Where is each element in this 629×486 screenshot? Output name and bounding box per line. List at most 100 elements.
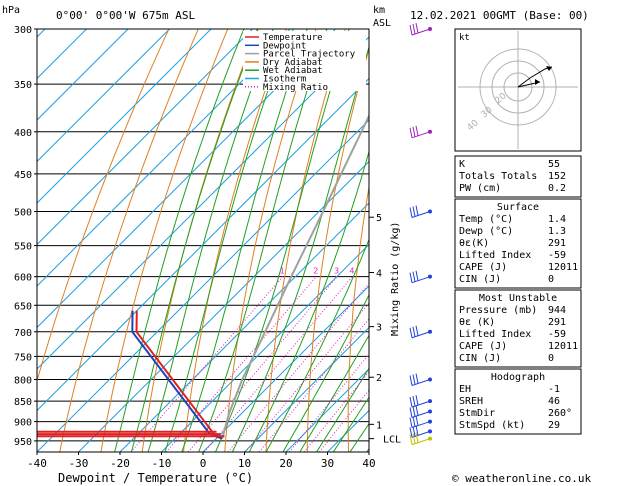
surface-table-frame	[454, 198, 582, 289]
wet-adiabat-line	[332, 396, 369, 452]
datetime: 12.02.2021 00GMT (Base: 00)	[410, 9, 589, 22]
wind-barb-flag	[409, 397, 413, 408]
storm-motion-arrow-head	[535, 79, 540, 85]
wet-adiabat-line	[198, 29, 328, 452]
wind-barb-flag	[415, 405, 419, 416]
hodograph-table-label: SREH	[459, 396, 483, 407]
wet-adiabat-line	[231, 45, 369, 452]
most-unstable-table-label: Lifted Index	[459, 329, 531, 340]
mixing-ratio-label: 1	[280, 267, 285, 276]
mixing-ratio-label: 2	[313, 267, 318, 276]
most-unstable-table-label: CAPE (J)	[459, 341, 507, 352]
wind-barb-flag	[412, 126, 416, 137]
mixing-ratio-label: 4	[349, 267, 354, 276]
isotherm-line	[37, 29, 253, 246]
wind-barb-flag	[412, 374, 416, 385]
wind-barb-flag	[412, 23, 416, 35]
x-tick-label: 10	[238, 457, 251, 470]
mixing-ratio-line	[318, 389, 369, 452]
indices-table-frame	[454, 155, 582, 198]
km-tick-label: 3	[376, 323, 382, 334]
hodograph-unit: kt	[459, 33, 470, 43]
chart-axes: 3003504004505005506006507007508008509009…	[14, 25, 401, 470]
y-tick-label: 800	[14, 375, 32, 386]
most-unstable-table-value: -59	[548, 329, 566, 340]
wet-adiabat-line	[316, 367, 369, 452]
y-tick-label: 350	[14, 80, 32, 91]
isotherm-line	[244, 326, 369, 452]
surface-table-label: CIN (J)	[459, 274, 501, 285]
wet-adiabat-line	[299, 334, 369, 452]
most-unstable-table-value: 944	[548, 305, 566, 316]
wind-barb-flag	[412, 433, 416, 444]
legend-label: Isotherm	[263, 75, 306, 85]
wind-barb-flag	[415, 125, 419, 136]
legend-label: Wet Adiabat	[263, 66, 323, 76]
profiles	[37, 113, 369, 440]
most-unstable-table-value: 12011	[548, 341, 578, 352]
wind-barb-flag	[409, 375, 413, 386]
wet-adiabat-line	[147, 29, 274, 452]
wind-barb-flag	[409, 327, 413, 338]
surface-table-value: 1.3	[548, 226, 566, 237]
wind-barb-flag	[409, 434, 413, 445]
wind-barb-flag	[409, 24, 413, 36]
wind-barb-flag	[415, 205, 419, 216]
wet-adiabat-line	[248, 149, 369, 452]
legend-label: Temperature	[263, 33, 323, 43]
indices-table-value: 0.2	[548, 183, 566, 194]
y-tick-label: 300	[14, 25, 32, 36]
wind-barb-flag	[409, 417, 413, 428]
surface-table-title: Surface	[497, 202, 539, 213]
wet-adiabat-line	[215, 29, 350, 452]
mixing-ratio-line	[258, 318, 369, 452]
wind-barb-flag	[415, 325, 419, 336]
surface-table-label: Lifted Index	[459, 250, 531, 261]
km-tick-label: 4	[376, 268, 382, 279]
most-unstable-table-value: 291	[548, 317, 566, 328]
x-tick-label: -40	[27, 457, 47, 470]
y-tick-label: 600	[14, 273, 32, 284]
hodograph-table-frame	[454, 368, 582, 435]
mixing-ratio-line	[245, 302, 369, 452]
isotherm-line	[37, 36, 369, 370]
parcel-trajectory-line	[221, 113, 369, 439]
unit-hpa: hPa	[2, 5, 20, 16]
hodograph-table-label: StmDir	[459, 408, 495, 419]
lcl-label: LCL	[383, 435, 401, 446]
indices-table-label: K	[459, 159, 465, 170]
wind-barb-flag	[409, 127, 413, 138]
indices-table-label: Totals Totals	[459, 171, 537, 182]
km-tick-label: 5	[376, 213, 382, 224]
surface-table-value: 12011	[548, 262, 578, 273]
mixing-ratio-lines: 12346810162025	[130, 267, 440, 452]
isotherm-line	[202, 285, 369, 452]
isotherm-line	[37, 29, 46, 38]
wind-barb-flag	[412, 271, 416, 282]
wet-adiabat-line	[130, 29, 259, 452]
isotherm-line	[37, 77, 369, 412]
hodograph-table-value: 46	[548, 396, 560, 407]
most-unstable-table-label: Pressure (mb)	[459, 305, 537, 316]
wind-barb-flag	[415, 415, 419, 426]
dry-adiabat-line	[224, 29, 317, 452]
y-tick-label: 400	[14, 128, 32, 139]
isotherm-line	[37, 29, 170, 163]
mixing-ratio-line	[303, 371, 369, 452]
wet-adiabat-line	[265, 238, 369, 452]
mixing-ratio-label: 16	[430, 267, 440, 276]
y-tick-label: 900	[14, 418, 32, 429]
most-unstable-table-label: CIN (J)	[459, 353, 501, 364]
hodograph-arrow-head	[546, 66, 552, 71]
wind-barb-flag	[415, 395, 419, 406]
indices-table-label: PW (cm)	[459, 183, 501, 194]
mixing-ratio-label: 3	[334, 267, 339, 276]
y-tick-label: 850	[14, 397, 32, 408]
isotherm-line	[37, 29, 87, 80]
legend-background	[243, 31, 366, 91]
wind-barb-flag	[415, 432, 419, 443]
hodograph-table-label: EH	[459, 384, 471, 395]
